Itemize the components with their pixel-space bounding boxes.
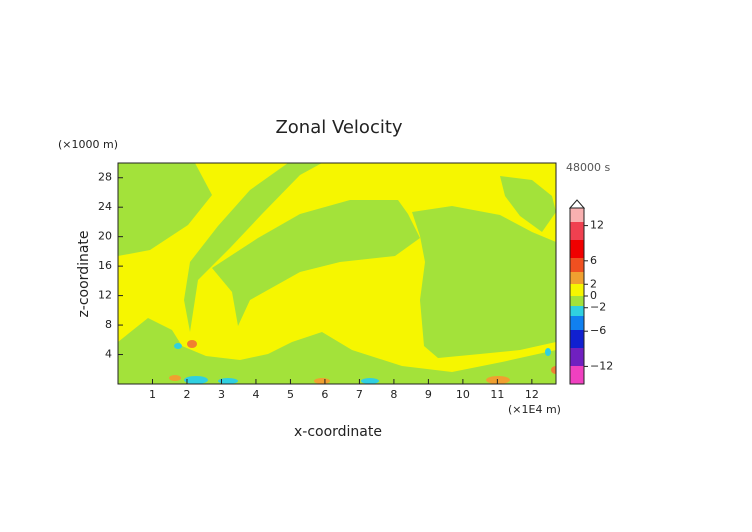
colorbar-tick-label: 2 — [590, 277, 597, 290]
x-tick-label: 2 — [183, 388, 190, 401]
x-tick-label: 8 — [390, 388, 397, 401]
x-tick-label: 10 — [456, 388, 470, 401]
x-tick-label: 4 — [252, 388, 259, 401]
y-tick-label: 20 — [98, 230, 112, 243]
x-axis-label: x-coordinate — [294, 424, 382, 440]
y-axis-label: z-coordinate — [76, 230, 92, 317]
colorbar-tick-label: 12 — [590, 219, 604, 232]
y-tick-label: 24 — [98, 200, 112, 213]
colorbar-tick-label: −6 — [590, 324, 606, 337]
chart-title: Zonal Velocity — [275, 117, 402, 138]
x-tick-label: 3 — [218, 388, 225, 401]
x-tick-label: 11 — [490, 388, 504, 401]
y-unit-label: (×1000 m) — [58, 138, 118, 151]
colorbar — [568, 199, 586, 385]
x-unit-label: (×1E4 m) — [508, 403, 561, 416]
y-tick-label: 12 — [98, 289, 112, 302]
x-tick-label: 7 — [356, 388, 363, 401]
y-tick-label: 8 — [105, 318, 112, 331]
time-label: 48000 s — [566, 161, 610, 174]
colorbar-tick-label: −2 — [590, 301, 606, 314]
x-tick-label: 12 — [525, 388, 539, 401]
y-tick-label: 28 — [98, 171, 112, 184]
x-tick-label: 9 — [425, 388, 432, 401]
y-tick-label: 16 — [98, 259, 112, 272]
colorbar-tick-label: −12 — [590, 359, 613, 372]
x-tick-label: 1 — [149, 388, 156, 401]
colorbar-tick-label: 0 — [590, 289, 597, 302]
x-tick-label: 6 — [321, 388, 328, 401]
y-tick-label: 4 — [105, 348, 112, 361]
contour-field — [118, 163, 556, 384]
x-tick-label: 5 — [287, 388, 294, 401]
plot-frame — [117, 162, 557, 385]
colorbar-tick-label: 6 — [590, 254, 597, 267]
